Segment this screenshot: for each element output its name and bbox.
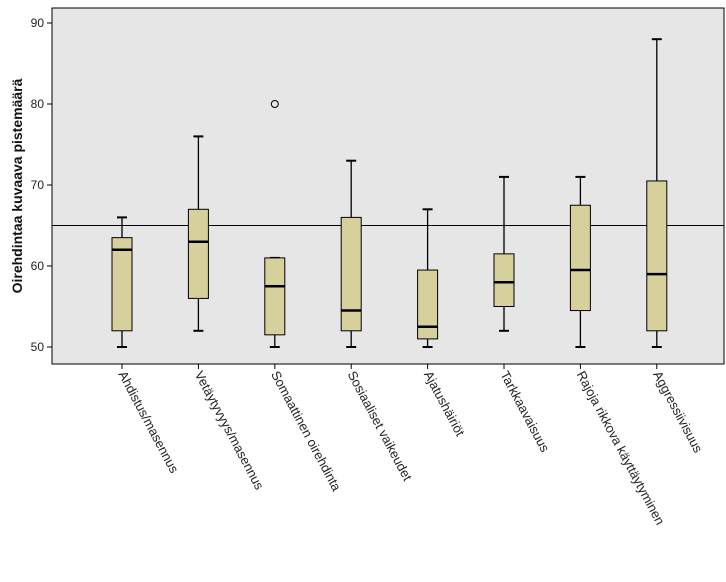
box-8 — [646, 38, 668, 348]
boxes — [111, 38, 668, 348]
box-5 — [417, 208, 439, 348]
x-tick-label: Tarkkaavaisuus — [497, 368, 553, 455]
box-1 — [111, 216, 133, 348]
iqr-box — [340, 216, 362, 332]
x-tick-label: Ahdistus/masennus — [115, 368, 182, 476]
iqr-box — [111, 237, 133, 332]
box-7 — [569, 175, 591, 348]
y-tick-label: 70 — [31, 178, 45, 192]
y-tick-label: 80 — [31, 97, 45, 111]
x-tick-label: Somaattinen oirehdinta — [268, 368, 344, 494]
x-tick-label: Ajatushäiriöt — [421, 368, 468, 439]
y-tick-label: 50 — [31, 340, 45, 354]
y-axis-title: Oirehdintaa kuvaava pistemäärä — [9, 78, 25, 293]
iqr-box — [264, 257, 286, 336]
y-axis: 50 60 70 80 90 — [31, 16, 52, 354]
x-tick-label: Aggressiivisuus — [650, 368, 706, 455]
box-3 — [264, 100, 286, 348]
box-4 — [340, 159, 362, 348]
iqr-box — [493, 253, 515, 308]
x-tick-label: Rajoja rikkova käyttäytyminen — [574, 368, 668, 527]
plot-area — [51, 7, 725, 365]
iqr-box — [417, 269, 439, 340]
y-tick-label: 60 — [31, 259, 45, 273]
box-6 — [493, 175, 515, 332]
iqr-box — [187, 208, 209, 299]
iqr-box — [646, 180, 668, 332]
x-axis: Ahdistus/masennus Vetäytyvyys/masennus Som… — [115, 364, 706, 527]
box-2 — [187, 135, 209, 332]
x-tick-label: Vetäytyvyys/masennus — [192, 368, 268, 492]
y-tick-label: 90 — [31, 16, 45, 30]
x-tick-label: Sosiaaliset vaikeudet — [345, 368, 416, 483]
iqr-box — [569, 204, 591, 312]
outlier-point — [270, 100, 279, 108]
